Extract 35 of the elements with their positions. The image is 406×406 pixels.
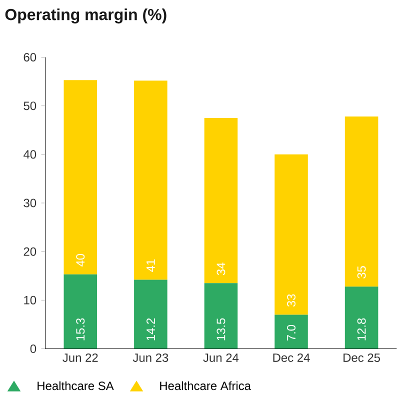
bar [64, 80, 98, 274]
bar [134, 80, 168, 280]
data-label: 14.2 [146, 318, 155, 340]
data-label: 15.3 [76, 318, 85, 340]
bar [344, 116, 378, 287]
y-tick-label: 10 [24, 296, 36, 304]
data-label: 34 [216, 262, 226, 276]
y-tick-label: 40 [24, 150, 36, 159]
data-label: 12.8 [357, 318, 366, 340]
x-tick-label: Jun 23 [132, 353, 168, 362]
legend-label: Healthcare SA [38, 381, 114, 390]
y-tick-label: 20 [24, 247, 36, 256]
chart-title: Operating margin (%) [5, 8, 166, 24]
x-tick-label: Dec 24 [273, 353, 310, 362]
y-tick-label: 60 [24, 52, 36, 62]
x-tick-label: Jun 22 [62, 353, 98, 362]
bar [134, 280, 168, 349]
x-tick-label: Dec 25 [344, 353, 380, 362]
bar [204, 283, 238, 349]
data-label: 40 [76, 254, 85, 267]
data-label: 33 [287, 294, 296, 307]
legend-label: Healthcare Africa [160, 381, 252, 390]
data-label: 35 [357, 266, 366, 278]
bar [204, 118, 238, 284]
y-tick-label: 0 [30, 344, 36, 354]
data-label: 41 [146, 259, 155, 272]
bar [344, 286, 378, 349]
bar [274, 314, 308, 349]
data-label: 7.0 [287, 324, 296, 341]
x-tick-label: Jun 24 [203, 353, 239, 362]
y-tick-label: 30 [24, 198, 36, 208]
bar [274, 154, 308, 315]
data-label: 13.5 [216, 318, 226, 340]
y-tick-label: 50 [24, 102, 36, 110]
bar [64, 274, 98, 349]
